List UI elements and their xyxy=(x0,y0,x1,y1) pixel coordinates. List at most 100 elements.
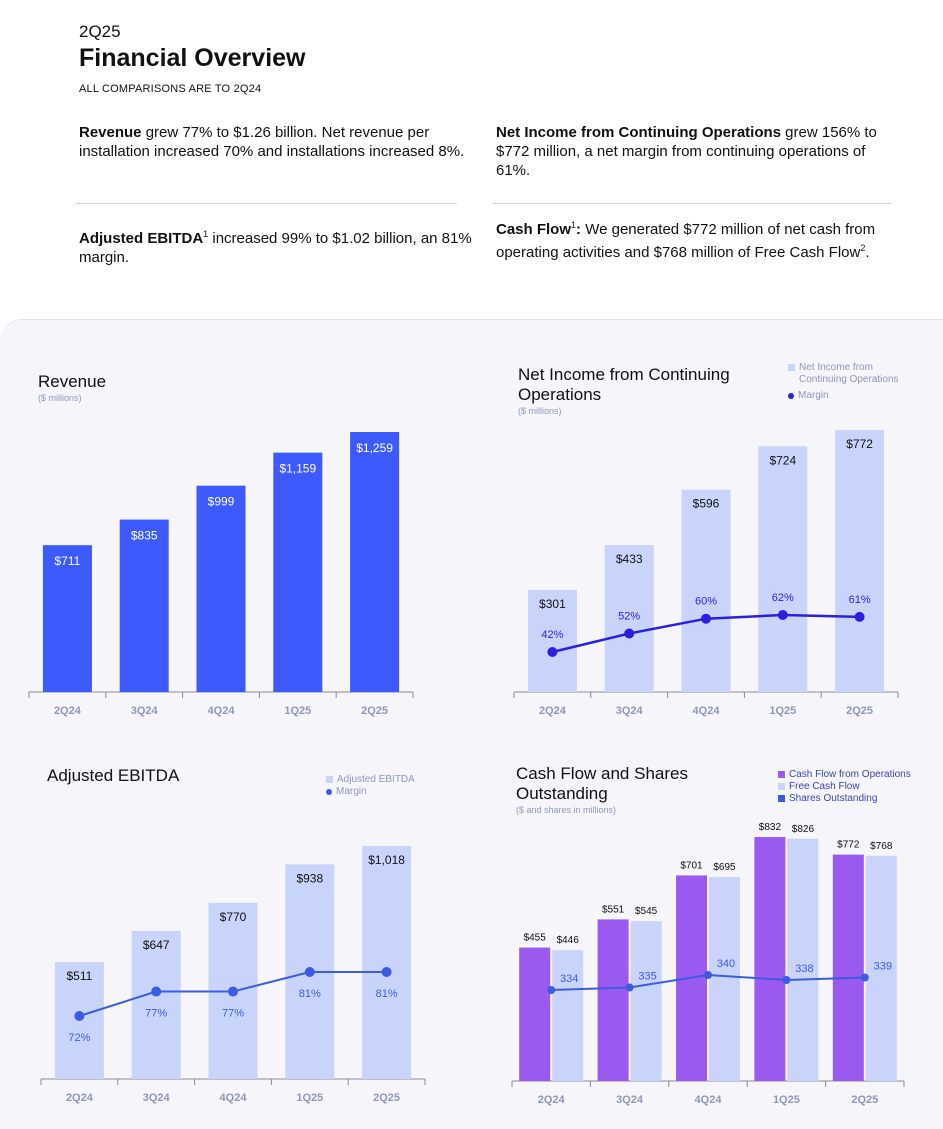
cfo-data-label: $772 xyxy=(837,840,860,851)
summary-ebitda-heading: Adjusted EBITDA xyxy=(79,230,204,247)
net-income-chart-title: Net Income from Continuing Operations xyxy=(518,365,730,404)
legend-label: Margin xyxy=(336,786,367,797)
shares-point xyxy=(704,971,712,979)
margin-point xyxy=(777,610,788,620)
x-tick-label: 1Q25 xyxy=(769,705,796,717)
fcf-data-label: $695 xyxy=(713,862,736,873)
footnote-2: 2 xyxy=(860,243,866,253)
margin-label: 77% xyxy=(145,1008,167,1020)
fcf-bar xyxy=(709,877,740,1081)
shares-point xyxy=(547,986,556,994)
fcf-data-label: $826 xyxy=(792,824,815,835)
fcf-bar xyxy=(552,950,584,1081)
shares-label: 335 xyxy=(638,971,656,983)
margin-point xyxy=(381,967,392,977)
summary-cash-flow-heading: Cash Flow xyxy=(496,221,572,238)
fcf-data-label: $768 xyxy=(870,841,893,852)
margin-point xyxy=(547,647,558,657)
cash-flow-chart-unit: ($ and shares in millions) xyxy=(516,805,617,815)
net-income-bar xyxy=(527,589,577,692)
shares-label: 340 xyxy=(717,958,735,970)
fcf-bar xyxy=(630,921,662,1081)
shares-point xyxy=(625,983,634,992)
legend-item-shares: Shares Outstanding xyxy=(778,793,938,805)
ebitda-data-label: $647 xyxy=(143,938,170,952)
page-title: Financial Overview xyxy=(79,44,306,72)
legend-label: Net Income from Continuing Operations xyxy=(799,362,899,385)
x-tick-label: 2Q25 xyxy=(373,1092,400,1104)
legend-item-ebitda: Adjusted EBITDA xyxy=(326,774,446,786)
cfo-data-label: $551 xyxy=(602,904,625,915)
revenue-bar xyxy=(350,432,400,692)
period-label: 2Q25 xyxy=(79,22,121,41)
margin-point xyxy=(624,628,635,639)
shares-point xyxy=(860,973,869,982)
cfo-bar xyxy=(519,947,551,1081)
x-tick-label: 2Q25 xyxy=(851,1094,878,1106)
ebitda-data-label: $511 xyxy=(66,969,92,983)
fcf-data-label: $545 xyxy=(635,906,658,917)
margin-label: 61% xyxy=(849,594,871,606)
x-tick-label: 3Q24 xyxy=(616,705,644,717)
legend-item-net-income: Net Income from Continuing Operations xyxy=(788,362,908,386)
margin-point xyxy=(151,986,162,997)
margin-label: 60% xyxy=(695,596,717,608)
legend-item-margin: Margin xyxy=(326,786,446,798)
margin-label: 42% xyxy=(541,629,563,641)
revenue-bar xyxy=(119,519,169,692)
cfo-bar xyxy=(754,837,786,1081)
x-tick-label: 4Q24 xyxy=(220,1092,248,1104)
margin-label: 77% xyxy=(222,1008,244,1020)
margin-point xyxy=(228,986,238,997)
margin-label: 72% xyxy=(68,1032,90,1044)
summary-net-income: Net Income from Continuing Operations gr… xyxy=(496,123,891,180)
margin-point xyxy=(304,967,315,977)
ebitda-data-label: $1,018 xyxy=(368,853,405,867)
comparison-note: ALL COMPARISONS ARE TO 2Q24 xyxy=(79,83,262,95)
summary-divider-right xyxy=(492,203,891,204)
cfo-data-label: $455 xyxy=(524,933,547,944)
margin-label: 81% xyxy=(299,988,321,1000)
cash-flow-chart-title: Cash Flow and Shares Outstanding xyxy=(516,764,688,803)
net-income-data-label: $724 xyxy=(769,453,796,467)
ebitda-bar xyxy=(362,846,412,1079)
summary-ebitda: Adjusted EBITDA1 increased 99% to $1.02 … xyxy=(79,225,474,267)
x-tick-label: 1Q25 xyxy=(296,1092,323,1104)
cfo-data-label: $701 xyxy=(680,860,703,871)
margin-label: 52% xyxy=(618,611,640,623)
legend-swatch xyxy=(788,364,795,371)
revenue-data-label: $1,159 xyxy=(279,462,316,476)
net-income-bar xyxy=(604,545,654,692)
ebitda-data-label: $770 xyxy=(220,910,247,924)
margin-point xyxy=(854,611,865,622)
x-tick-label: 3Q24 xyxy=(143,1092,171,1104)
revenue-bar xyxy=(196,485,246,692)
margin-point xyxy=(701,613,711,624)
net-income-data-label: $433 xyxy=(616,552,643,566)
summary-cash-flow: Cash Flow1: We generated $772 million of… xyxy=(496,216,896,262)
net-income-bar xyxy=(681,489,731,692)
net-income-data-label: $301 xyxy=(539,597,566,611)
x-tick-label: 2Q24 xyxy=(539,705,567,717)
x-tick-label: 4Q24 xyxy=(693,705,721,717)
legend-swatch xyxy=(778,795,785,802)
fcf-bar xyxy=(865,855,897,1081)
legend-swatch xyxy=(326,776,333,783)
x-tick-label: 1Q25 xyxy=(773,1094,800,1106)
legend-label: Adjusted EBITDA xyxy=(337,774,415,785)
revenue-data-label: $999 xyxy=(208,495,235,509)
summary-net-income-heading: Net Income from Continuing Operations xyxy=(496,124,782,141)
x-tick-label: 2Q25 xyxy=(361,705,388,717)
cfo-bar xyxy=(597,919,629,1081)
margin-point xyxy=(74,1011,85,1021)
summary-cash-flow-colon: : xyxy=(576,221,582,238)
x-tick-label: 2Q24 xyxy=(538,1094,566,1106)
ebitda-bar xyxy=(131,930,181,1079)
shares-point xyxy=(782,976,791,984)
net-income-bar xyxy=(758,446,808,692)
ebitda-legend: Adjusted EBITDA Margin xyxy=(326,774,446,798)
net-income-bar xyxy=(835,430,885,692)
x-tick-label: 1Q25 xyxy=(284,705,311,717)
x-tick-label: 3Q24 xyxy=(616,1094,644,1106)
